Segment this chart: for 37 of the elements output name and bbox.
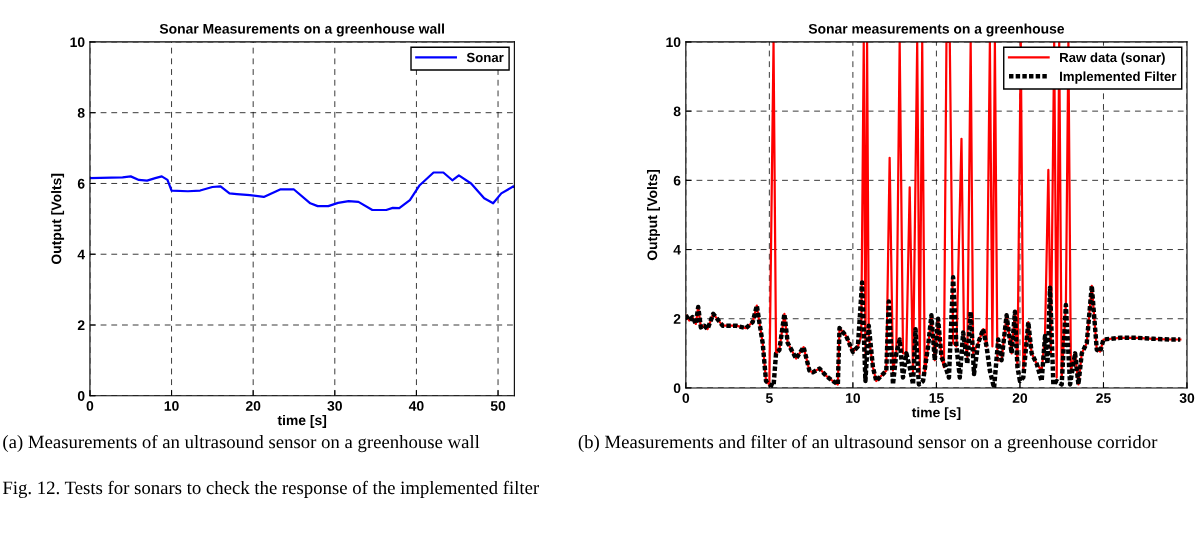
- chart-title: Sonar Measurements on a greenhouse wall: [159, 23, 444, 37]
- y-tick-label: 2: [673, 314, 681, 324]
- y-tick-label: 2: [77, 320, 85, 331]
- x-tick-label: 5: [765, 393, 773, 404]
- x-tick-label: 10: [164, 401, 179, 411]
- legend-label: Raw data (sonar): [1060, 52, 1165, 65]
- caption: Fig. 12. Tests for sonars to check the response of the implemented filter: [2, 480, 539, 498]
- y-tick-label: 10: [666, 37, 681, 48]
- x-axis-title: time [s]: [911, 407, 961, 421]
- y-tick-label: 6: [673, 175, 681, 186]
- y-tick-label: 8: [77, 108, 85, 118]
- x-tick-label: 0: [682, 393, 690, 404]
- y-tick-label: 10: [70, 37, 85, 48]
- x-tick-label: 30: [327, 401, 342, 411]
- x-tick-label: 40: [408, 401, 424, 411]
- x-tick-label: 20: [245, 401, 261, 411]
- chart-title: Sonar measurements on a greenhouse: [808, 23, 1065, 37]
- y-tick-label: 0: [673, 383, 681, 394]
- x-axis-title: time [s]: [277, 414, 327, 428]
- x-tick-label: 50: [490, 401, 506, 411]
- legend-label: Sonar: [466, 52, 504, 63]
- y-axis-title: Output [Volts]: [51, 173, 65, 265]
- text: (a) Measurements of an ultrasound sensor on a greenhouse wall: [3, 434, 480, 453]
- x-tick-label: 0: [86, 401, 94, 411]
- x-tick-label: 15: [929, 393, 944, 404]
- legend-label: Implemented Filter: [1060, 71, 1177, 84]
- x-tick-label: 20: [1012, 393, 1028, 404]
- y-tick-label: 4: [77, 249, 85, 260]
- y-axis-title: Output [Volts]: [647, 169, 660, 261]
- x-tick-label: 10: [846, 393, 861, 404]
- line-series: [89, 171, 515, 212]
- y-tick-label: 8: [673, 106, 681, 117]
- x-tick-label: 30: [1179, 393, 1195, 404]
- x-tick-label: 25: [1096, 393, 1111, 404]
- text: (b) Measurements and filter of an ultrasound sensor on a greenhouse corridor: [578, 434, 1158, 453]
- y-tick-label: 4: [673, 245, 681, 255]
- y-tick-label: 6: [77, 178, 85, 189]
